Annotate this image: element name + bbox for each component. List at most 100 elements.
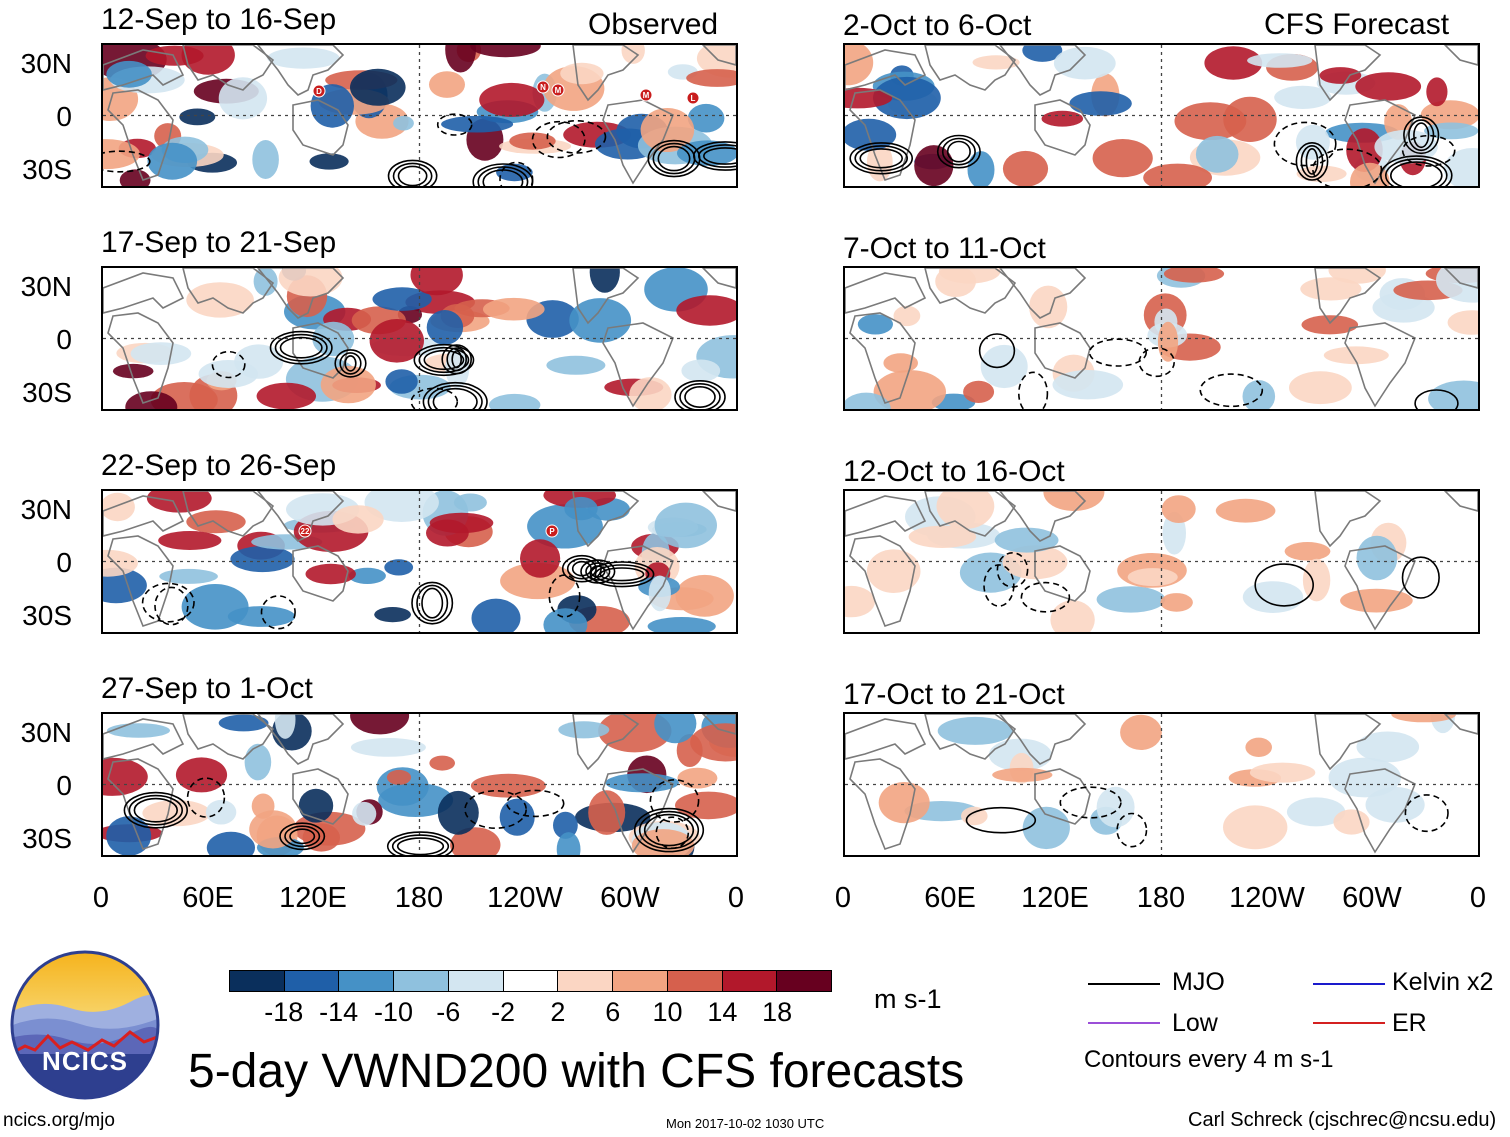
anomaly-blob [1284,542,1331,561]
figure-title: 5-day VWND200 with CFS forecasts [188,1045,965,1098]
anomaly-blob [1274,85,1332,109]
legend-mjo-line [1088,983,1160,985]
anomaly-blob [629,377,672,409]
footer-url[interactable]: ncics.org/mjo [3,1110,115,1131]
mjo-contour [1059,786,1122,819]
anomaly-blob [107,723,170,738]
continent-outline [845,272,927,314]
anomaly-blob [489,393,541,409]
mjo-contour [499,161,534,186]
anomaly-blob [675,791,736,820]
continent-outline [1443,268,1478,289]
colorbar-tick-label: 10 [652,997,683,1027]
continent-outline [602,322,675,408]
anomaly-blob [605,773,679,793]
storm-marker[interactable]: M [639,88,653,102]
anomaly-blob [681,359,721,382]
anomaly-blob [677,767,718,789]
anomaly-blob [992,767,1053,782]
storm-marker[interactable]: 22 [298,524,312,538]
anomaly-blob [230,546,295,573]
anomaly-blob [1096,586,1166,613]
mjo-contour [477,166,529,186]
continent-outline [1344,322,1417,408]
storm-marker-label: L [691,94,696,103]
panel-title-fc-4: 17-Oct to 21-Oct [843,678,1065,711]
colorbar-swatch [283,971,339,991]
mjo-contour [854,145,909,172]
anomaly-blob [686,69,736,87]
mjo-contour [103,150,151,173]
anomaly-blob [1043,491,1105,512]
anomaly-blob [500,562,576,600]
anomaly-blob [677,140,736,166]
mjo-contour [589,561,655,588]
anomaly-blob [893,305,921,327]
mjo-contour [432,387,478,409]
anomaly-blob [386,769,412,785]
mjo-contour [269,330,333,365]
storm-marker-label: 22 [301,527,310,536]
mjo-contour [397,165,428,186]
anomaly-blob [1319,67,1362,84]
map-canvas: D N MM L [103,45,736,186]
anomaly-blob [410,268,463,296]
continent-outline [103,495,185,537]
storm-marker[interactable]: D [312,84,326,98]
anomaly-blob [302,823,340,852]
anomaly-blob [350,714,410,735]
anomaly-blob [470,773,546,798]
ncics-logo[interactable]: NCICS [10,950,160,1100]
logo-text: NCICS [42,1046,128,1076]
mjo-contour [849,142,914,175]
lon-label-right-0: 0 [834,882,852,914]
continent-outline [701,714,736,735]
legend-kelvin-line [1313,983,1385,985]
anomaly-blob [198,360,258,388]
header-observed: Observed [588,8,719,41]
colorbar-swatch [230,971,284,991]
continent-outline [572,268,640,325]
storm-marker[interactable]: P [545,524,559,538]
panel-title-obs-4: 27-Sep to 1-Oct [101,672,313,705]
anomaly-blob [1333,809,1370,835]
lon-label-right-180: 180 [1136,882,1186,914]
anomaly-blob [218,714,269,732]
anomaly-blob [103,567,147,604]
anomaly-blob [1215,498,1276,523]
lon-label-left-120w: 120W [487,882,563,914]
anomaly-blob [256,382,316,409]
anomaly-blob [1340,588,1413,613]
colorbar-swatch [666,971,722,991]
storm-marker[interactable]: L [686,91,700,105]
lat-eq-1: 0 [56,101,72,132]
mjo-contour [211,350,246,379]
storm-marker-label: N [540,83,546,92]
continent-outline [1034,99,1091,156]
mjo-contour [289,828,316,845]
anomaly-blob [251,793,275,819]
continent-outline [1314,268,1382,325]
lon-label-left-0: 0 [92,882,110,914]
anomaly-blob [621,45,645,64]
storm-marker[interactable]: M [551,83,565,97]
anomaly-blob [130,342,192,365]
anomaly-blob [588,790,626,835]
anomaly-blob [564,496,598,521]
anomaly-blob [589,268,620,293]
legend-er-label: ER [1392,1009,1427,1037]
anomaly-blob [845,45,874,86]
mjo-contour [1312,148,1383,186]
mjo-contour [643,813,695,847]
anomaly-blob [218,77,268,120]
continent-outline [998,491,1087,542]
anomaly-field [878,714,1457,850]
legend-low-label: Low [1172,1009,1218,1037]
panel-title-obs-3: 22-Sep to 26-Sep [101,449,337,482]
anomaly-blob [1163,268,1225,283]
storm-marker[interactable]: N [536,80,550,94]
map-panel-forecast-3 [843,489,1480,634]
mjo-contour [506,789,565,818]
anomaly-blob [1300,277,1362,301]
anomaly-blob [873,370,946,409]
